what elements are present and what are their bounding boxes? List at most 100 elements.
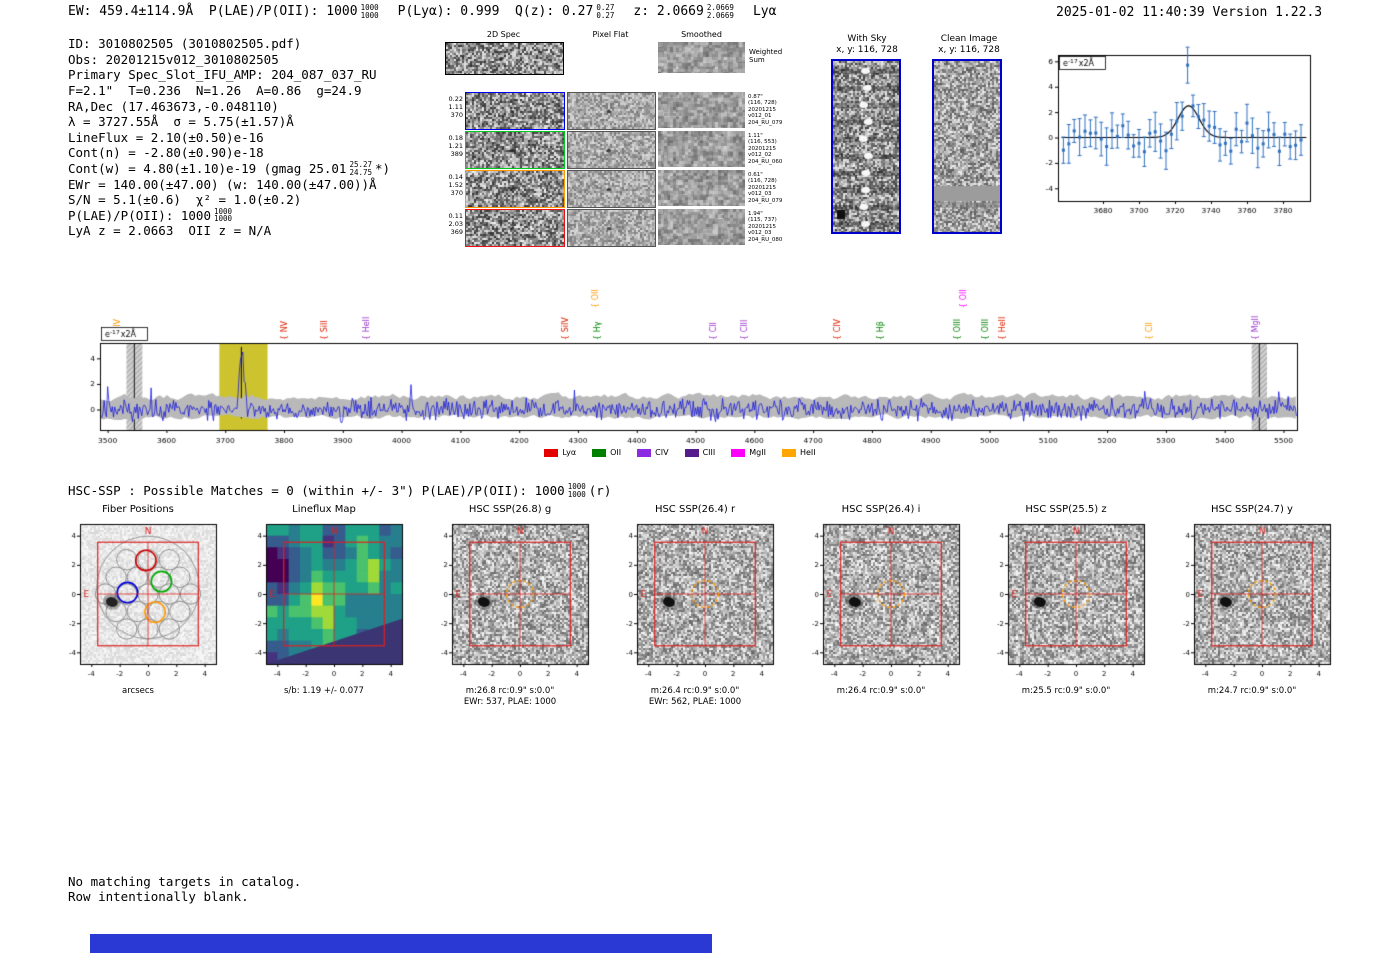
hsc-y-canvas: [1168, 520, 1336, 686]
legend-swatch-heii-icon: [781, 448, 796, 457]
fraction: 2.0669 2.0669: [707, 4, 734, 19]
info-line-cont-n: Cont(n) = -2.80(±0.90)e-18: [68, 145, 264, 161]
hsc-i-canvas: [797, 520, 965, 686]
summary-ew-plae: EW: 459.4±114.9Å P(LAE)/P(OII): 1000 1000…: [68, 3, 379, 20]
timestamp-version: 2025-01-02 11:40:39 Version 1.22.3: [1056, 5, 1323, 20]
fraction-bottom: 1000: [567, 489, 586, 499]
hsc-z-canvas: [982, 520, 1150, 686]
pixel-flat-strip: [567, 209, 656, 247]
footer-blank-row: Row intentionally blank.: [68, 889, 249, 904]
panel-caption2: EWr: 562, PLAE: 1000: [648, 697, 742, 707]
clean-image-title: Clean Image x, y: 116, 728: [938, 34, 1000, 55]
legend-swatch-mgii-icon: [731, 448, 746, 457]
legend-swatch-lya-icon: [544, 448, 559, 457]
legend-item-heii: HeII: [781, 448, 816, 457]
panel-caption2: EWr: 537, PLAE: 1000: [463, 697, 557, 707]
with-sky-image: [833, 61, 899, 232]
panel-caption: arcsecs: [122, 686, 154, 696]
cutout-panel-fiber-positions: Fiber Positions arcsecs: [52, 504, 224, 697]
cutout-panel-hsc-g: HSC SSP(26.8) g m:26.8 rc:0.9" s:0.0" EW…: [424, 504, 596, 708]
info-line-wavelength: λ = 3727.55Å σ = 5.75(±1.57)Å: [68, 114, 294, 130]
cutout-panel-hsc-i: HSC SSP(26.4) i m:26.4 rc:0.9" s:0.0": [795, 504, 967, 697]
legend-item-lya: Lyα: [544, 448, 576, 457]
info-line-radec: RA,Dec (17.463673,-0.048110): [68, 98, 279, 114]
pixel-flat-strip: [567, 170, 656, 208]
cutout-panel-hsc-y: HSC SSP(24.7) y m:24.7 rc:0.9" s:0.0": [1166, 504, 1338, 697]
col-title-smoothed: Smoothed: [681, 30, 722, 39]
info-line-id: ID: 3010802505 (3010802505.pdf): [68, 36, 302, 52]
fraction-bottom: 1000: [360, 10, 379, 20]
panel-caption: m:26.8 rc:0.9" s:0.0": [465, 686, 555, 696]
with-sky-image-frame: [831, 59, 901, 234]
smoothed-strip: [658, 209, 745, 245]
twod-weighted-2dspec-strip: [445, 42, 564, 75]
detection-info-block: ID: 3010802505 (3010802505.pdf) Obs: 202…: [68, 36, 390, 239]
twod-spec-strip: [465, 170, 565, 208]
twod-row-annotation: 0.61" (116, 728) 20201215 v012_03 204_RU_079: [748, 172, 783, 204]
lineflux-map-canvas: [240, 520, 408, 686]
fraction-top: 2.0669: [706, 3, 734, 12]
twod-spec-strip: [465, 209, 565, 247]
hsc-r-canvas: [611, 520, 779, 686]
twod-row-annotation: 0.87" (116, 728) 20201215 v012_01 204_RU_079: [748, 94, 783, 126]
panel-title: HSC SSP(26.8) g: [468, 504, 552, 515]
twod-row-annotation: 1.11" (116, 553) 20201215 v012_02 204_RU_060: [748, 133, 783, 165]
cutout-panel-hsc-r: HSC SSP(26.4) r m:26.4 rc:0.9" s:0.0" EW…: [609, 504, 781, 708]
fiber-positions-canvas: [54, 520, 222, 686]
panel-title: Fiber Positions: [102, 504, 174, 515]
fraction-top: 1000: [567, 482, 586, 491]
twod-spec-strip: [465, 92, 565, 130]
fraction: 0.27 0.27: [596, 4, 614, 19]
legend-item-mgii: MgII: [731, 448, 766, 457]
panel-title: Lineflux Map: [292, 504, 356, 515]
twod-row-scale-labels: 0.18 1.21 389: [448, 134, 463, 158]
fraction: 1000 1000: [361, 4, 379, 19]
twod-spec-strip: [465, 131, 565, 169]
info-line-seeing: F=2.1" T=0.236 N=1.26 A=0.86 g=24.9: [68, 83, 362, 99]
col-title-pixel-flat: Pixel Flat: [592, 30, 629, 39]
info-line-ewr: EWr = 140.00(±47.00) (w: 140.00(±47.00))…: [68, 176, 377, 192]
legend-swatch-oii-icon: [592, 448, 607, 457]
info-line-primary-spec: Primary Spec_Slot_IFU_AMP: 204_087_037_R…: [68, 67, 377, 83]
fraction-bottom: 0.27: [596, 10, 615, 20]
panel-caption: m:24.7 rc:0.9" s:0.0": [1207, 686, 1297, 696]
fraction-bottom: 24.75: [349, 167, 373, 177]
hsc-g-canvas: [426, 520, 594, 686]
twod-row-scale-labels: 0.22 1.11 370: [448, 95, 463, 119]
hsc-matches-line: HSC-SSP : Possible Matches = 0 (within +…: [68, 482, 612, 499]
panel-caption: m:26.4 rc:0.9" s:0.0": [650, 686, 740, 696]
legend-item-ciii: CIII: [684, 448, 715, 457]
smoothed-strip: [658, 131, 745, 167]
fraction-top: 1000: [360, 3, 379, 12]
with-sky-title: With Sky x, y: 116, 728: [836, 34, 898, 55]
summary-classification: Lyα: [752, 4, 777, 19]
smoothed-strip: [658, 92, 745, 128]
line-fit-plot: [1028, 45, 1318, 230]
spectrum-legend: Lyα OII CIV CIII MgII HeII: [55, 448, 1305, 457]
panel-title: HSC SSP(24.7) y: [1211, 504, 1293, 515]
twod-weighted-smoothed-strip: [658, 42, 745, 73]
summary-header: EW: 459.4±114.9Å P(LAE)/P(OII): 1000 1000…: [68, 4, 792, 19]
legend-swatch-civ-icon: [637, 448, 652, 457]
fraction-top: 0.27: [596, 3, 615, 12]
pixel-flat-strip: [567, 131, 656, 169]
fraction-bottom: 1000: [214, 214, 233, 224]
info-line-cont-w: Cont(w) = 4.80(±1.10)e-19 (gmag 25.01 25.…: [68, 160, 391, 177]
fraction: 25.27 24.75: [349, 161, 372, 176]
legend-item-civ: CIV: [637, 448, 669, 457]
col-title-2d-spec: 2D Spec: [486, 30, 521, 39]
summary-redshift: z: 2.0669 2.0669 2.0669: [633, 3, 734, 20]
twod-row-annotation: 1.94" (115, 737) 20201215 v012_03 204_RU_080: [748, 211, 783, 243]
info-line-redshifts: LyA z = 2.0663 OII z = N/A: [68, 223, 272, 239]
panel-title: HSC SSP(26.4) i: [841, 504, 921, 515]
weighted-sum-label: Weighted Sum: [749, 48, 783, 64]
summary-plya-qz: P(Lyα): 0.999 Q(z): 0.27 0.27 0.27: [397, 3, 615, 20]
full-spectrum-plot: [55, 268, 1305, 450]
pixel-flat-strip: [567, 92, 656, 130]
info-line-obs: Obs: 20201215v012_3010802505: [68, 51, 279, 67]
legend-item-oii: OII: [592, 448, 621, 457]
smoothed-strip: [658, 170, 745, 206]
info-line-sn-chi2: S/N = 5.1(±0.6) χ² = 1.0(±0.2): [68, 192, 302, 208]
fraction-top: 1000: [214, 206, 233, 216]
info-line-lineflux: LineFlux = 2.10(±0.50)e-16: [68, 129, 264, 145]
